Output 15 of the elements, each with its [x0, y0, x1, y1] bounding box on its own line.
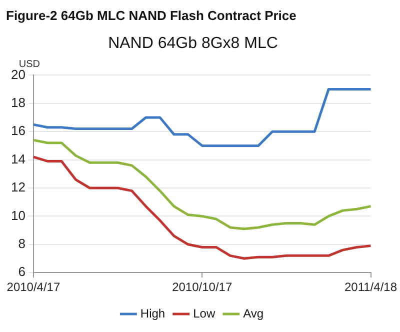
y-tick-label: 14	[10, 151, 26, 166]
x-tick-label: 2010/4/17	[6, 280, 60, 294]
chart-subtitle: NAND 64Gb 8Gx8 MLC	[108, 35, 278, 52]
legend-label: Avg	[243, 306, 264, 320]
x-tick-label: 2010/10/17	[172, 280, 232, 294]
y-tick-label: 8	[18, 236, 26, 251]
y-tick-label: 18	[10, 94, 26, 110]
y-tick-label: 6	[18, 264, 26, 280]
chart-title: Figure-2 64Gb MLC NAND Flash Contract Price	[6, 8, 296, 23]
x-tick-label: 2011/4/18	[344, 280, 398, 294]
legend-label: High	[140, 306, 166, 320]
legend-label: Low	[193, 306, 216, 320]
y-tick-label: 16	[10, 123, 26, 138]
y-tick-label: 12	[10, 180, 26, 195]
y-tick-label: 10	[10, 208, 26, 223]
